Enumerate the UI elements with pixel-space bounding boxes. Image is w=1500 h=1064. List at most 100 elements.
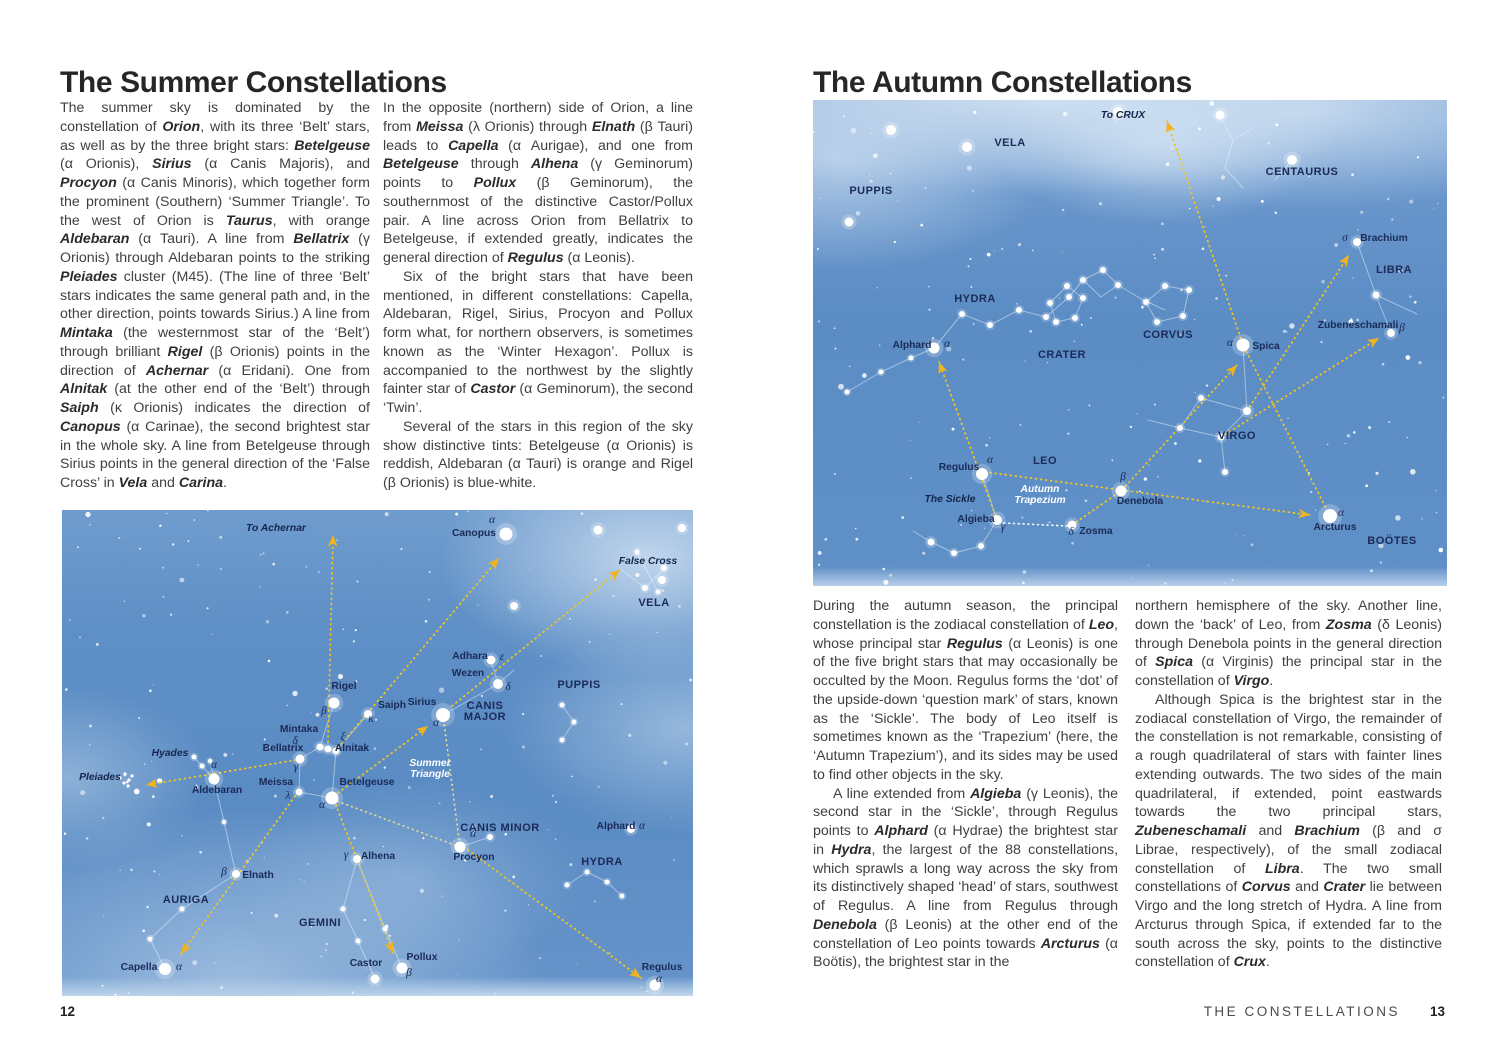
chart-label: α — [211, 759, 218, 771]
chart-label: Pleiades — [79, 772, 121, 783]
chart-label: Wezen — [452, 668, 484, 679]
chart-label: Alnitak — [335, 743, 370, 754]
chart-label: Alphard — [893, 340, 932, 351]
autumn-star-chart: To CRUX VELA CENTAURUS PUPPIS σ Brachium LIBRA… — [813, 100, 1447, 586]
arrowhead-icon — [938, 362, 948, 375]
text-column: The summer sky is dominated by the const… — [60, 99, 370, 493]
arrowhead-icon — [487, 558, 499, 570]
chart-label: Sirius — [408, 697, 437, 708]
text-column: During the autumn season, the principal … — [813, 597, 1118, 972]
chart-label: κ — [368, 713, 374, 725]
chart-label: α — [639, 820, 646, 832]
chart-label: Alphard — [597, 821, 636, 832]
chart-label: Algieba — [957, 514, 994, 525]
named-stars — [841, 103, 1398, 559]
chart-labels: To Achernar Canopus α False Cross VELA Adhara… — [79, 514, 682, 985]
chart-label: Aldebaran — [192, 785, 242, 796]
chart-label: β — [1398, 322, 1405, 334]
chart-label: Betelgeuse — [340, 777, 395, 788]
running-footer: THE CONSTELLATIONS 13 — [1204, 1004, 1445, 1019]
chart-label: Regulus — [939, 462, 980, 473]
chart-label: Arcturus — [1314, 522, 1357, 533]
chart-label: α — [1227, 337, 1234, 349]
page-number-right: 13 — [1429, 1004, 1445, 1019]
text-column: northern hemisphere of the sky. Another … — [1135, 597, 1442, 972]
arrowhead-icon — [1297, 508, 1310, 519]
chart-label: γ — [1001, 521, 1006, 533]
chart-label: α — [944, 338, 951, 350]
chart-label: α — [433, 717, 440, 729]
chart-label: ξ — [341, 730, 346, 743]
chart-label: Denebola — [1117, 496, 1164, 507]
pointer-arrows — [938, 120, 1380, 526]
chart-label: VELA — [994, 137, 1025, 149]
chart-label: Hyades — [152, 748, 189, 759]
arrowhead-icon — [1338, 255, 1349, 268]
arrowhead-icon — [1366, 338, 1379, 349]
summer-star-chart: To Achernar Canopus α False Cross VELA Adhara… — [62, 510, 693, 996]
chart-label: GEMINI — [299, 917, 341, 929]
constellation-lines — [846, 114, 1418, 554]
constellation-lines — [149, 551, 665, 980]
chart-label: α — [489, 514, 496, 526]
chart-label: VIRGO — [1218, 430, 1256, 442]
chart-label: Canopus — [452, 528, 496, 539]
chart-label: False Cross — [619, 556, 678, 567]
chart-label: CANIS MAJOR — [464, 700, 506, 723]
chart-label: γ — [344, 849, 349, 861]
chart-label: Capella — [121, 962, 158, 973]
paragraph: The summer sky is dominated by the const… — [60, 100, 370, 491]
chart-label: α — [470, 828, 477, 840]
chart-label: Zosma — [1079, 526, 1112, 537]
arrowhead-icon — [1166, 121, 1176, 134]
named-stars — [145, 521, 689, 995]
chart-label: α — [176, 961, 183, 973]
page-number-left: 12 — [60, 1004, 76, 1019]
chart-label: δ — [505, 681, 511, 693]
page-title-summer: The Summer Constellations — [60, 66, 447, 100]
arrowhead-icon — [327, 535, 338, 547]
triangle-dotted-lines — [333, 714, 461, 848]
chart-label: β — [1119, 471, 1126, 483]
chart-label: Bellatrix — [263, 743, 304, 754]
chart-label: δ — [292, 735, 298, 747]
arrowhead-icon — [415, 726, 428, 737]
arrowhead-icon — [384, 940, 394, 953]
paragraph: In the opposite (northern) side of Orion… — [383, 100, 694, 266]
chart-label: LIBRA — [1376, 264, 1412, 276]
arrowhead-icon — [608, 570, 620, 581]
arrowhead-icon — [146, 778, 159, 788]
text-column: In the opposite (northern) side of Orion… — [383, 99, 693, 493]
chart-label: Meissa — [259, 777, 294, 788]
chart-label: α — [656, 973, 663, 985]
chart-label: LEO — [1033, 455, 1057, 467]
chart-label: Spica — [1252, 341, 1280, 352]
chart-label: CRATER — [1038, 349, 1086, 361]
chart-label: Alhena — [361, 851, 396, 862]
arrowhead-icon — [1225, 365, 1237, 377]
chart-label: BOÖTES — [1367, 534, 1416, 547]
arrowhead-icon — [181, 941, 192, 954]
chart-label: σ — [1342, 232, 1349, 244]
chart-label: Procyon — [453, 852, 494, 863]
chart-label: Summer Triangle — [409, 758, 451, 780]
chart-label: ε — [500, 651, 505, 663]
chart-label: Rigel — [331, 681, 356, 692]
paragraph: Several of the stars in this region of t… — [383, 418, 693, 491]
chart-label: Adhara — [452, 651, 488, 662]
chart-label: To CRUX — [1101, 110, 1146, 121]
chart-label: The Sickle — [925, 494, 976, 505]
chart-label: α — [987, 454, 994, 466]
chart-label: CANIS MINOR — [460, 822, 539, 834]
chart-label: Elnath — [242, 870, 273, 881]
chart-label: Saiph — [378, 700, 406, 711]
chart-label: Mintaka — [280, 724, 319, 735]
paragraph: northern hemisphere of the sky. Another … — [1135, 598, 1443, 689]
paragraph: Although Spica is the brightest star in … — [1135, 691, 1443, 971]
chart-label: δ — [1068, 526, 1074, 538]
paragraph: Six of the bright stars that have been m… — [383, 268, 693, 416]
chart-label: CENTAURUS — [1266, 166, 1339, 178]
chart-label: CORVUS — [1143, 329, 1193, 341]
chart-label: Autumn Trapezium — [1014, 484, 1065, 506]
